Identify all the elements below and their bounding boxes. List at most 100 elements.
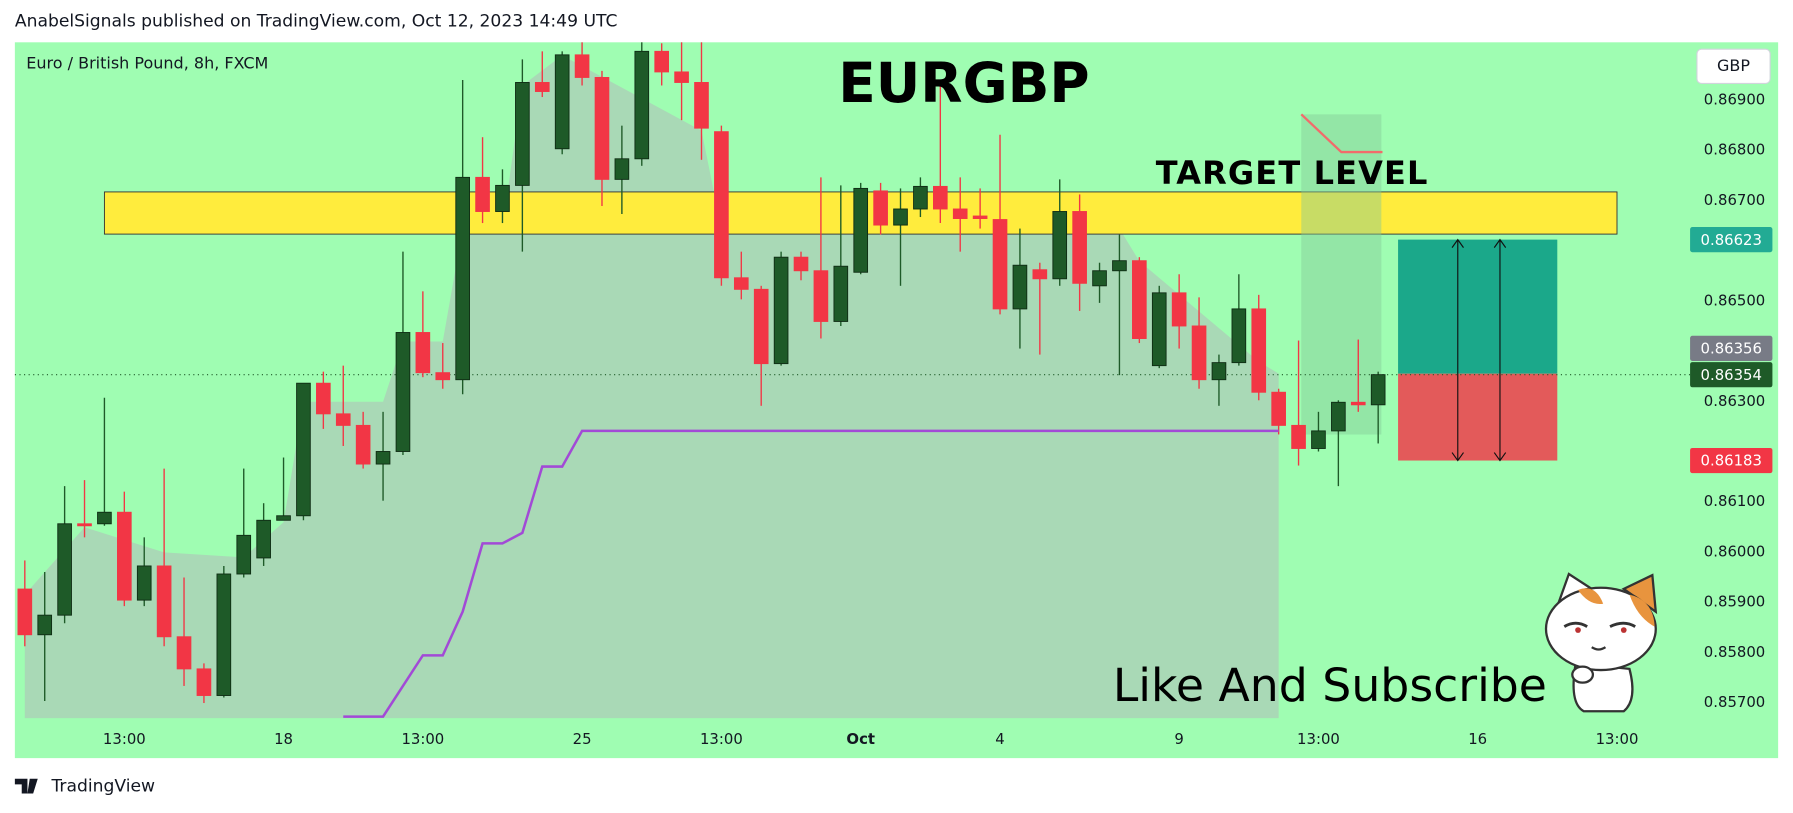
y-tick-label: 0.86700 [1704,191,1765,209]
candle-body [117,511,132,601]
y-tick-label: 0.86100 [1704,492,1765,510]
candle-body [972,215,988,219]
candle-body [574,54,590,78]
cat-patch [1629,594,1655,627]
candle-body [57,523,72,616]
candle-body [1132,260,1147,339]
x-tick-label: 13:00 [1297,730,1340,748]
tradingview-logo [14,778,38,794]
candle-body [1191,325,1207,381]
candle-body [1171,292,1187,327]
candle-body [554,54,570,150]
candle-body [833,265,849,322]
x-tick-label: Oct [846,730,875,748]
candle-body [276,515,291,521]
price-label: 0.86623 [1701,231,1762,249]
profit-zone [1398,239,1558,374]
target-annotation: TARGET LEVEL [1156,154,1429,192]
candle-body [952,208,968,219]
logo-mark [14,778,38,794]
candle-body [216,573,232,696]
candle-body [196,668,212,696]
candle-body [594,76,610,180]
main-layer: 0.85700 0.85800 0.85900 0.86000 0.86100 0.863… [14,42,1773,748]
candle-body [1052,211,1068,280]
cat-paw [1571,665,1595,684]
loss-zone [1398,373,1558,461]
arrow-head [1451,238,1464,462]
candle-body [475,176,490,212]
candle-body [515,82,530,186]
candle-body [1151,292,1167,367]
candle-body [1370,374,1386,406]
candle-body [694,82,709,129]
candle-body [256,519,271,559]
candle-body [654,50,670,73]
price-label-box [1690,335,1773,361]
candle-body [296,382,311,517]
subscribe-annotation: Like And Subscribe [1113,659,1547,712]
candle-body [753,288,769,365]
x-tick-label: 16 [1468,730,1487,748]
candle-body [813,270,829,322]
candle-body [176,636,192,670]
price-label: 0.86183 [1701,452,1762,470]
y-tick-label: 0.86900 [1704,91,1765,109]
y-tick-label: 0.85800 [1704,643,1765,661]
candle-body [1350,401,1366,406]
price-label-box [1690,447,1773,474]
cat-pupil [1575,627,1581,633]
price-label-box [1690,227,1773,253]
candle-body [853,187,869,273]
currency-label[interactable]: GBP [1717,56,1750,75]
candle-body [534,82,550,92]
candle-body [136,565,152,601]
x-tick-label: 13:00 [103,730,146,748]
cat-mouth [1591,646,1607,651]
projection-box [1301,114,1382,435]
candle-body [1271,391,1286,426]
arrow-head [1493,238,1507,462]
candle-body [1331,401,1346,432]
candle-body [97,511,112,525]
price-label: 0.86354 [1701,366,1762,384]
cat-eye [1609,621,1636,628]
currency-box[interactable] [1696,48,1771,85]
price-label: 0.86356 [1701,340,1762,358]
y-tick-label: 0.86800 [1704,141,1765,159]
y-tick-label: 0.86000 [1704,542,1765,560]
y-tick-label: 0.86300 [1704,392,1765,410]
x-tick-label: 9 [1174,730,1183,748]
candle-body [793,256,809,272]
x-tick-label: 13:00 [700,730,743,748]
candle-body [873,190,888,226]
candle-body [893,208,908,226]
candle-body [933,185,948,210]
candle-body [1072,211,1087,284]
candle-body [1231,308,1247,364]
y-tick-label: 0.85900 [1704,593,1765,611]
x-tick-label: 4 [995,730,1004,748]
candle-body [614,158,630,180]
candle-body [435,372,451,381]
candle-body [1311,430,1326,449]
candle-body [236,534,252,575]
candle-body [1112,260,1127,272]
candle-body [415,332,431,374]
candle-body [375,451,391,465]
candle-body [1291,424,1306,449]
cat-head [1544,586,1657,672]
candle-body [992,219,1008,310]
candle-body [355,424,371,465]
footer-brand: TradingView [50,777,155,797]
x-tick-label: 13:00 [401,730,444,748]
projection-line [1300,113,1383,154]
publish-header: AnabelSignals published on TradingView.c… [15,12,618,32]
candle-body [1251,308,1267,393]
indicator-area [24,55,1279,719]
candle-body [773,256,789,365]
cat-sticker [1544,572,1658,713]
stop-line [343,429,1279,718]
